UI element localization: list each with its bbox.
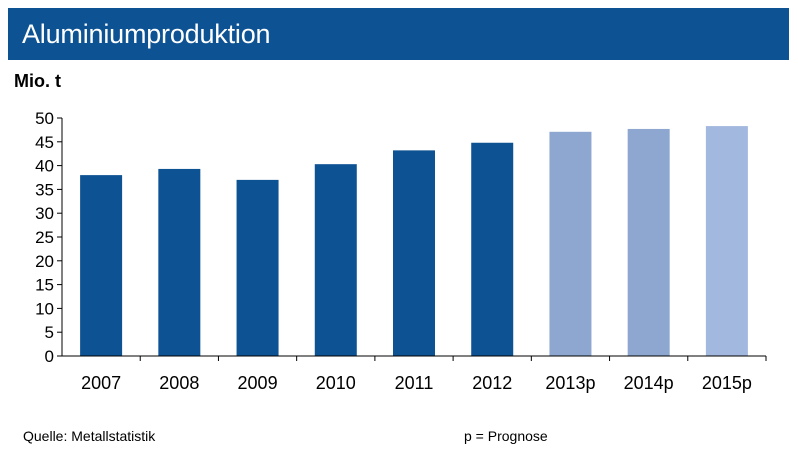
chart-title: Aluminiumproduktion <box>22 19 271 49</box>
bar-2013p <box>549 131 592 356</box>
y-tick-label: 25 <box>35 228 54 247</box>
y-tick-label: 10 <box>35 299 54 318</box>
bar-2009 <box>236 179 279 356</box>
source-note: Quelle: Metallstatistik <box>23 428 156 444</box>
x-tick-label: 2009 <box>238 373 278 393</box>
x-tick-label: 2014p <box>624 373 674 393</box>
forecast-legend-note: p = Prognose <box>464 428 548 444</box>
y-axis-unit-label: Mio. t <box>14 71 61 91</box>
bar-2010 <box>314 164 357 356</box>
y-tick-label: 0 <box>45 347 54 366</box>
bar-2008 <box>158 168 201 356</box>
x-tick-label: 2010 <box>316 373 356 393</box>
bar-2007 <box>80 175 123 356</box>
bar-2015p <box>705 126 748 356</box>
bar-2012 <box>471 142 514 356</box>
x-tick-label: 2012 <box>472 373 512 393</box>
y-tick-label: 35 <box>35 180 54 199</box>
title-bar: Aluminiumproduktion <box>8 8 789 60</box>
y-tick-label: 20 <box>35 252 54 271</box>
y-tick-label: 5 <box>45 323 54 342</box>
bar-2014p <box>627 128 670 356</box>
y-tick-label: 45 <box>35 133 54 152</box>
x-tick-label: 2008 <box>159 373 199 393</box>
y-tick-label: 40 <box>35 157 54 176</box>
x-tick-label: 2007 <box>81 373 121 393</box>
x-tick-label: 2015p <box>702 373 752 393</box>
y-tick-label: 15 <box>35 276 54 295</box>
bar-2011 <box>393 150 435 356</box>
x-tick-label: 2013p <box>545 373 595 393</box>
y-tick-label: 30 <box>35 204 54 223</box>
y-tick-label: 50 <box>35 109 54 128</box>
x-tick-label: 2011 <box>395 373 434 393</box>
